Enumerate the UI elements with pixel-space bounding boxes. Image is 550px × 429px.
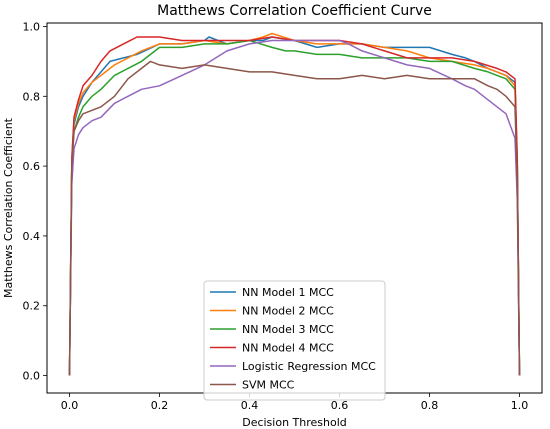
y-tick-label: 0.2 — [23, 300, 41, 313]
series-line-3 — [68, 39, 521, 376]
y-tick-label: 1.0 — [23, 20, 41, 33]
series-line-2 — [68, 32, 521, 376]
chart-title: Matthews Correlation Coefficient Curve — [157, 3, 432, 19]
y-tick-label: 0.6 — [23, 160, 41, 173]
series-line-1 — [68, 36, 521, 376]
y-tick-label: 0.4 — [23, 230, 41, 243]
plot-area — [68, 32, 521, 376]
x-tick-label: 0.6 — [331, 399, 349, 412]
series-line-4 — [68, 36, 521, 376]
legend-label-3: NN Model 3 MCC — [242, 323, 334, 336]
x-tick-label: 0.0 — [61, 399, 79, 412]
x-tick-label: 1.0 — [511, 399, 529, 412]
x-axis-ticks: 0.0 0.2 0.4 0.6 0.8 1.0 — [61, 393, 529, 412]
y-tick-label: 0.8 — [23, 90, 41, 103]
y-axis-label: Matthews Correlation Coefficient — [2, 117, 15, 298]
x-tick-label: 0.4 — [241, 399, 259, 412]
legend: NN Model 1 MCC NN Model 2 MCC NN Model 3 M… — [203, 280, 386, 401]
x-tick-label: 0.8 — [421, 399, 439, 412]
y-axis-ticks: 0.0 0.2 0.4 0.6 0.8 1.0 — [23, 20, 47, 383]
legend-label-6: SVM MCC — [242, 379, 295, 392]
legend-label-1: NN Model 1 MCC — [242, 286, 334, 299]
legend-box — [203, 280, 386, 401]
legend-label-5: Logistic Regression MCC — [242, 360, 376, 373]
x-tick-label: 0.2 — [151, 399, 169, 412]
x-axis-label: Decision Threshold — [242, 416, 347, 429]
series-line-5 — [68, 39, 521, 376]
legend-label-2: NN Model 2 MCC — [242, 305, 334, 318]
legend-label-4: NN Model 4 MCC — [242, 342, 334, 355]
y-tick-label: 0.0 — [23, 370, 41, 383]
series-line-6 — [68, 60, 521, 376]
